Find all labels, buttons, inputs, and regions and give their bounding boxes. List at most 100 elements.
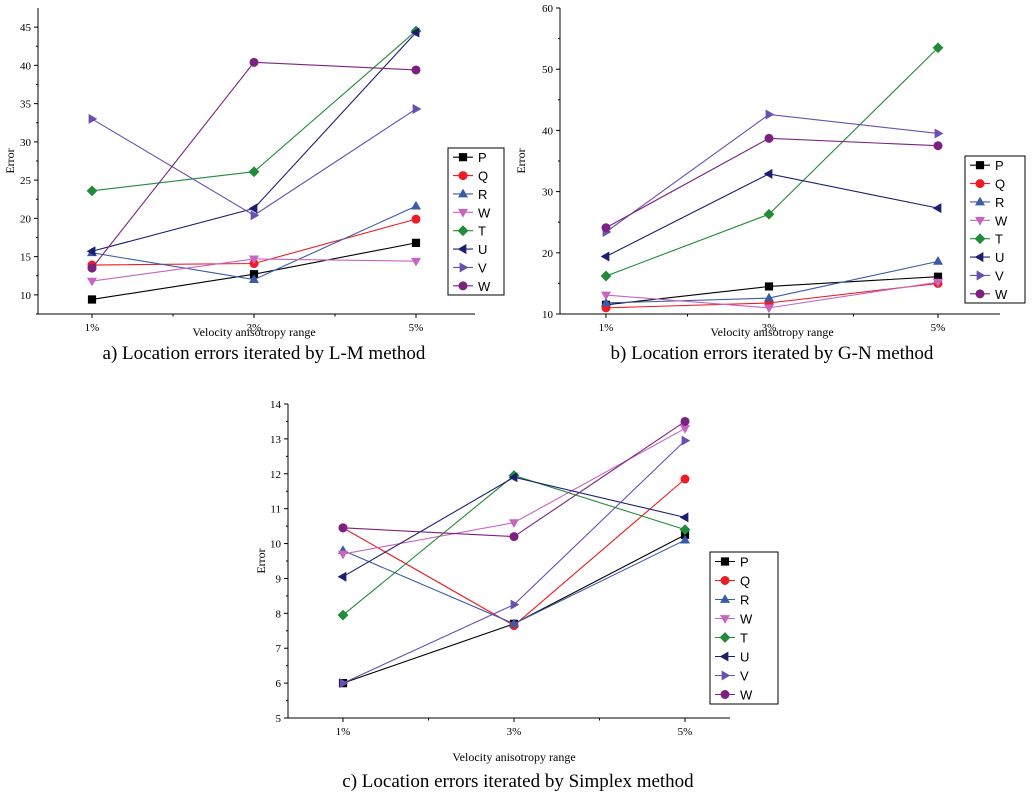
data-point bbox=[250, 210, 260, 221]
data-point bbox=[932, 203, 942, 214]
y-tick-label: 45 bbox=[20, 22, 32, 34]
y-tick-label: 30 bbox=[542, 187, 554, 199]
legend-box bbox=[964, 155, 1026, 304]
y-tick-label: 50 bbox=[542, 64, 554, 76]
caption-a: a) Location errors iterated by L-M metho… bbox=[103, 343, 426, 364]
data-point bbox=[337, 609, 349, 621]
y-tick-label: 25 bbox=[20, 175, 32, 187]
data-point bbox=[600, 251, 610, 262]
data-point bbox=[339, 678, 349, 689]
data-point bbox=[763, 168, 773, 179]
legend-box bbox=[709, 551, 779, 705]
data-point bbox=[248, 274, 260, 283]
series-p-0 bbox=[87, 238, 421, 304]
y-axis-label: Error bbox=[514, 148, 528, 173]
legend-label: R bbox=[995, 195, 1004, 210]
legend-marker bbox=[974, 252, 984, 263]
series-line bbox=[91, 108, 417, 216]
x-tick-label: 5% bbox=[931, 322, 946, 334]
legend-label: T bbox=[995, 232, 1003, 247]
data-point bbox=[932, 42, 944, 54]
series-v-6 bbox=[339, 435, 691, 689]
series-line bbox=[91, 61, 417, 269]
caption-c: c) Location errors iterated by Simplex m… bbox=[342, 771, 694, 792]
data-point bbox=[337, 571, 347, 582]
legend-label: R bbox=[740, 593, 749, 608]
series-v-6 bbox=[602, 109, 944, 237]
legend-marker bbox=[974, 233, 986, 245]
series-w-7 bbox=[338, 416, 690, 542]
data-point bbox=[764, 133, 774, 143]
y-tick-label: 30 bbox=[20, 137, 32, 149]
data-point bbox=[600, 270, 612, 282]
x-tick-label: 5% bbox=[409, 322, 424, 334]
data-point bbox=[681, 435, 691, 446]
x-axis-label: Velocity anisotropy range bbox=[710, 325, 833, 339]
chart-a: 10 15 20 25 30 35 40 45 1% 3% 5% Velocity anisotrop… bbox=[3, 8, 505, 364]
series-u-5 bbox=[600, 168, 942, 262]
legend-marker bbox=[720, 576, 730, 585]
legend-label: W bbox=[478, 205, 491, 220]
series-line bbox=[342, 539, 686, 625]
series-t-4 bbox=[600, 42, 944, 282]
data-point bbox=[680, 416, 690, 426]
data-point bbox=[763, 292, 775, 302]
data-point bbox=[410, 27, 420, 38]
legend-label: Q bbox=[478, 169, 488, 184]
legend-marker bbox=[976, 270, 986, 281]
legend-label: V bbox=[478, 260, 487, 275]
series-p-0 bbox=[338, 530, 690, 688]
legend-label: P bbox=[995, 158, 1004, 173]
legend-marker bbox=[457, 208, 469, 218]
legend-marker bbox=[458, 171, 468, 181]
series-r-2 bbox=[600, 256, 944, 307]
data-point bbox=[410, 200, 422, 210]
data-point bbox=[508, 472, 518, 483]
legend-label: P bbox=[740, 555, 749, 570]
data-point bbox=[412, 103, 422, 114]
data-point bbox=[508, 618, 520, 628]
legend-marker bbox=[975, 289, 985, 299]
data-point bbox=[87, 263, 97, 273]
data-point bbox=[764, 282, 774, 291]
y-tick-label: 20 bbox=[542, 248, 554, 260]
y-tick-label: 40 bbox=[542, 125, 554, 137]
y-tick-label: 60 bbox=[542, 3, 554, 15]
y-tick-label: 7 bbox=[276, 643, 282, 655]
legend-marker bbox=[458, 153, 468, 162]
legend-marker bbox=[459, 262, 469, 273]
legend-label: W bbox=[995, 213, 1008, 228]
legend-marker bbox=[720, 557, 730, 566]
chart-c: 5 6 7 8 9 10 11 12 13 14 1% 3% 5% Velocity anisotropy… bbox=[254, 399, 779, 792]
y-tick-label: 35 bbox=[20, 99, 32, 111]
y-tick-label: 6 bbox=[276, 678, 282, 690]
data-point bbox=[86, 277, 98, 287]
data-point bbox=[679, 524, 691, 535]
series-u-5 bbox=[86, 27, 420, 257]
data-point bbox=[510, 599, 520, 610]
legend-marker bbox=[719, 651, 729, 662]
data-point bbox=[600, 297, 612, 307]
series-v-6 bbox=[88, 103, 422, 221]
data-point bbox=[411, 214, 421, 224]
data-point bbox=[679, 534, 691, 544]
data-point bbox=[763, 208, 775, 220]
legend-marker bbox=[974, 196, 986, 206]
x-tick-label: 3% bbox=[762, 322, 777, 334]
x-axis-label: Velocity anisotropy range bbox=[452, 750, 575, 764]
legend-label: V bbox=[740, 669, 749, 684]
y-tick-label: 14 bbox=[270, 399, 282, 411]
y-tick-label: 15 bbox=[20, 252, 32, 264]
y-axis-label: Error bbox=[3, 148, 17, 173]
series-w-7 bbox=[87, 57, 421, 273]
legend-label: W bbox=[740, 612, 753, 627]
series-line bbox=[342, 474, 686, 616]
y-tick-label: 10 bbox=[542, 309, 554, 321]
legend-box bbox=[447, 147, 505, 296]
data-point bbox=[410, 257, 422, 267]
series-u-5 bbox=[337, 472, 689, 582]
x-tick-label: 3% bbox=[507, 726, 522, 738]
data-point bbox=[509, 532, 519, 542]
